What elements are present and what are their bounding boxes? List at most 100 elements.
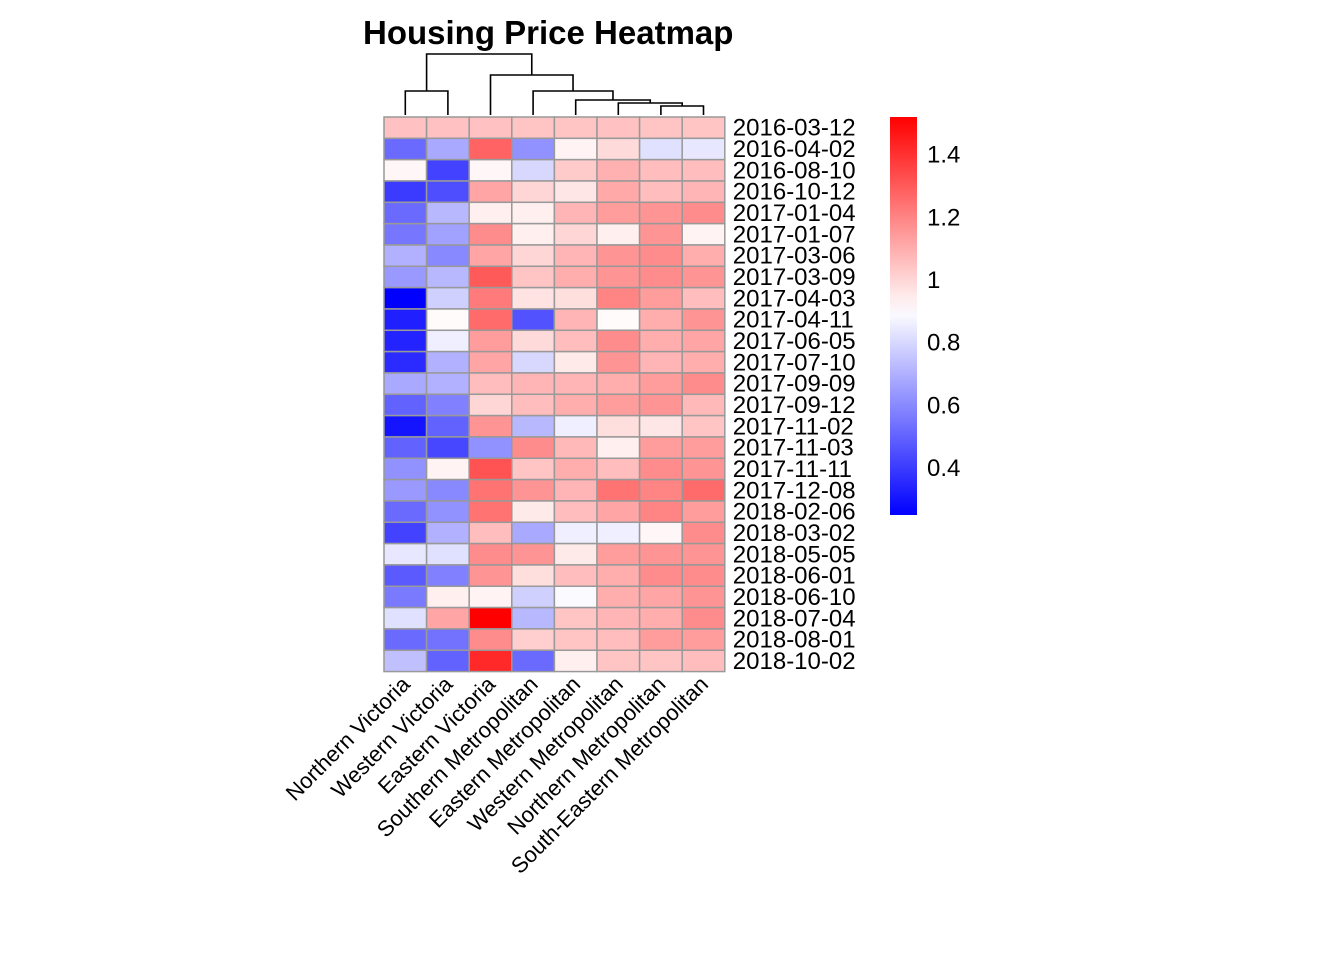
heatmap-cell xyxy=(425,414,470,438)
heatmap-cell xyxy=(383,137,428,161)
heatmap-cell xyxy=(425,585,470,609)
heatmap-cell xyxy=(468,500,513,524)
heatmap-cell xyxy=(383,201,428,225)
heatmap-cell xyxy=(468,606,513,630)
heatmap-cell xyxy=(468,457,513,481)
heatmap-cell xyxy=(553,542,598,566)
heatmap-cell xyxy=(638,393,683,417)
heatmap-cell xyxy=(425,457,470,481)
heatmap-cell xyxy=(468,286,513,310)
heatmap-cell xyxy=(425,116,470,140)
heatmap-cell xyxy=(638,286,683,310)
heatmap-cell xyxy=(596,500,641,524)
heatmap-cell xyxy=(553,137,598,161)
heatmap-cell xyxy=(425,158,470,182)
heatmap-cell xyxy=(638,628,683,651)
heatmap-cell xyxy=(553,564,598,588)
heatmap-cell xyxy=(425,201,470,225)
row-label: 2017-11-02 xyxy=(733,413,854,440)
heatmap-cell xyxy=(383,628,428,651)
row-label: 2017-04-11 xyxy=(733,307,854,334)
heatmap-cell xyxy=(383,222,428,246)
heatmap-cell xyxy=(511,244,556,268)
heatmap-cell xyxy=(425,521,470,545)
row-label: 2018-06-10 xyxy=(733,584,856,611)
heatmap-cell xyxy=(553,372,598,396)
heatmap-cell xyxy=(383,585,428,609)
heatmap-cell xyxy=(383,564,428,588)
heatmap-cell xyxy=(425,564,470,588)
heatmap-cell xyxy=(681,628,726,651)
heatmap-cell xyxy=(511,116,556,140)
heatmap-cell xyxy=(383,393,428,417)
heatmap-cell xyxy=(681,308,726,332)
heatmap-cell xyxy=(596,649,641,673)
legend-tick-label: 1.4 xyxy=(927,142,960,169)
legend-tick-label: 0.4 xyxy=(927,455,960,482)
legend-colorbar xyxy=(890,117,917,515)
heatmap-cell xyxy=(553,265,598,289)
heatmap-cell xyxy=(425,393,470,417)
heatmap-cell xyxy=(511,500,556,524)
heatmap-cell xyxy=(511,436,556,460)
heatmap-cell xyxy=(383,478,428,502)
heatmap-cell xyxy=(425,606,470,630)
row-label: 2017-11-03 xyxy=(733,435,854,462)
heatmap-cell xyxy=(425,308,470,332)
row-label: 2016-10-12 xyxy=(733,179,856,206)
heatmap-cell xyxy=(596,265,641,289)
heatmap-cell xyxy=(681,372,726,396)
heatmap-cell xyxy=(681,137,726,161)
row-label: 2017-01-07 xyxy=(733,221,856,248)
heatmap-cell xyxy=(553,158,598,182)
heatmap-cell xyxy=(511,414,556,438)
heatmap-cell xyxy=(511,564,556,588)
heatmap-cell xyxy=(638,478,683,502)
heatmap-cell xyxy=(681,478,726,502)
heatmap-cell xyxy=(553,500,598,524)
heatmap-cell xyxy=(638,222,683,246)
heatmap-cell xyxy=(511,393,556,417)
row-label: 2017-03-06 xyxy=(733,243,856,270)
heatmap-cell xyxy=(425,478,470,502)
heatmap-cell xyxy=(596,158,641,182)
row-label: 2017-01-04 xyxy=(733,200,856,227)
heatmap-cell xyxy=(468,436,513,460)
heatmap-cell xyxy=(468,521,513,545)
heatmap-cell xyxy=(425,180,470,204)
heatmap-cell xyxy=(425,350,470,374)
heatmap-cell xyxy=(553,180,598,204)
heatmap-cell xyxy=(511,286,556,310)
dendrogram-link xyxy=(404,90,449,115)
heatmap-cell xyxy=(553,286,598,310)
heatmap-cell xyxy=(425,286,470,310)
heatmap-cell xyxy=(596,201,641,225)
heatmap-cell xyxy=(383,500,428,524)
heatmap-cell xyxy=(596,478,641,502)
heatmap-cell xyxy=(596,222,641,246)
heatmap-cell xyxy=(511,308,556,332)
heatmap-cell xyxy=(553,393,598,417)
heatmap-cell xyxy=(596,457,641,481)
heatmap-cell xyxy=(511,201,556,225)
heatmap-cell xyxy=(596,137,641,161)
heatmap-cell xyxy=(596,564,641,588)
heatmap-cell xyxy=(511,372,556,396)
heatmap-cell xyxy=(511,137,556,161)
heatmap-cell xyxy=(596,116,641,140)
heatmap-cell xyxy=(468,158,513,182)
heatmap-cell xyxy=(596,308,641,332)
heatmap-cell xyxy=(638,329,683,353)
heatmap-cell xyxy=(638,649,683,673)
heatmap-cell xyxy=(681,542,726,566)
heatmap-cell xyxy=(425,542,470,566)
heatmap-cell xyxy=(596,414,641,438)
heatmap-cell xyxy=(553,116,598,140)
heatmap-cell xyxy=(638,585,683,609)
heatmap-cell xyxy=(681,222,726,246)
heatmap-cell xyxy=(638,500,683,524)
heatmap-cell xyxy=(383,457,428,481)
heatmap-cell xyxy=(425,372,470,396)
heatmap-cell xyxy=(553,329,598,353)
row-label: 2017-04-03 xyxy=(733,285,856,312)
